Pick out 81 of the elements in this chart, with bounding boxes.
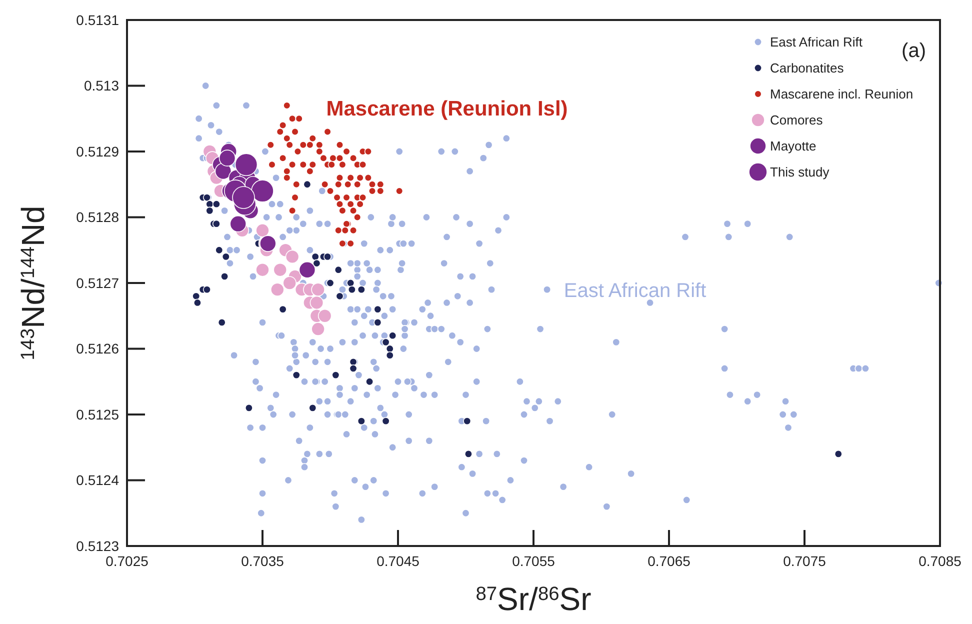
point — [310, 296, 324, 310]
point — [386, 351, 394, 360]
point — [260, 235, 276, 252]
point — [464, 450, 472, 458]
point — [212, 220, 220, 228]
point — [234, 153, 258, 176]
x-tick-label: 0.7065 — [648, 553, 691, 569]
x-tick-label: 0.7045 — [376, 553, 420, 569]
annotation: East African Rift — [564, 280, 707, 302]
point — [311, 322, 325, 336]
point — [256, 262, 270, 277]
point — [220, 272, 229, 280]
point — [232, 186, 255, 209]
point — [311, 252, 320, 261]
x-tick-label: 0.7025 — [106, 553, 149, 569]
point — [282, 276, 296, 290]
point — [366, 378, 374, 386]
y-tick-label: 0.5124 — [76, 472, 120, 488]
y-tick-label: 0.5129 — [76, 143, 120, 160]
legend-label: Comores — [770, 112, 824, 128]
point — [230, 215, 247, 232]
point — [324, 252, 332, 261]
point — [206, 206, 214, 215]
point — [292, 371, 300, 380]
annotation: (a) — [902, 40, 926, 62]
point — [193, 298, 202, 307]
point — [244, 404, 253, 412]
annotation: Mascarene (Reunion Isl) — [326, 97, 568, 120]
point — [834, 450, 842, 458]
point — [463, 417, 472, 426]
point — [388, 332, 397, 340]
point — [312, 259, 321, 268]
legend-label: This study — [770, 164, 830, 180]
point — [256, 224, 270, 238]
point — [326, 279, 334, 287]
y-tick-label: 0.5128 — [76, 209, 120, 226]
x-tick-label: 0.7075 — [783, 553, 826, 569]
point — [346, 279, 355, 287]
point — [336, 292, 344, 300]
point — [251, 180, 274, 202]
point — [382, 417, 390, 426]
point — [311, 282, 325, 296]
point — [218, 150, 236, 166]
y-tick-label: 0.5127 — [76, 274, 120, 291]
x-axis-title: $^{87}$Sr/$^{86}$Sr — [476, 581, 592, 617]
y-tick-label: 0.513 — [84, 78, 120, 94]
point — [374, 318, 382, 326]
point — [212, 200, 220, 208]
y-tick-label: 0.5126 — [76, 340, 120, 357]
x-tick-label: 0.7085 — [918, 553, 962, 569]
legend-label: Mayotte — [770, 138, 816, 154]
legend-label: East African Rift — [770, 34, 863, 50]
point — [308, 404, 317, 412]
point — [332, 371, 340, 380]
point — [215, 246, 224, 254]
point — [386, 344, 394, 353]
point — [273, 262, 288, 277]
y-tick-label: 0.5125 — [76, 406, 120, 422]
point — [303, 180, 312, 188]
point — [270, 282, 284, 296]
point — [278, 305, 287, 314]
legend-label: Mascarene incl. Reunion — [770, 86, 914, 102]
point — [218, 318, 226, 326]
point — [374, 305, 382, 314]
point — [357, 286, 366, 294]
point — [192, 292, 200, 300]
x-tick-label: 0.7035 — [241, 553, 284, 569]
legend-label: Carbonatites — [770, 60, 844, 76]
y-tick-label: 0.5131 — [76, 12, 120, 28]
point — [348, 286, 356, 294]
point — [285, 250, 300, 264]
point — [334, 266, 342, 274]
point — [349, 364, 358, 372]
point — [222, 252, 230, 261]
point — [298, 261, 316, 278]
x-tick-label: 0.7055 — [512, 553, 556, 569]
point — [382, 338, 390, 346]
y-tick-label: 0.5123 — [76, 538, 120, 554]
point — [318, 308, 332, 323]
point — [202, 286, 211, 294]
point — [357, 417, 366, 426]
